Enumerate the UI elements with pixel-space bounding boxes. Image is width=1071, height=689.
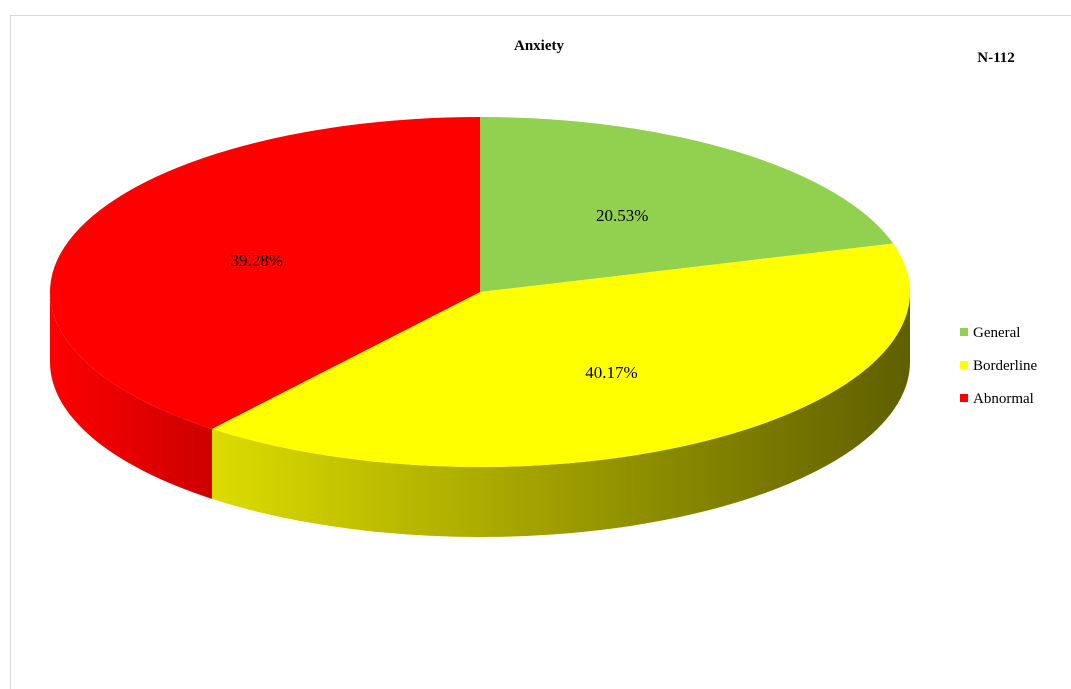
pie-side-walls: [50, 292, 911, 537]
data-label-borderline: 40.17%: [585, 363, 637, 382]
legend-label-abnormal: Abnormal: [973, 391, 1034, 407]
legend-label-borderline: Borderline: [973, 358, 1037, 374]
chart-title: Anxiety: [514, 38, 564, 54]
legend-label-general: General: [973, 325, 1020, 341]
legend-swatch-borderline: [960, 361, 968, 369]
pie-slice-borderline: [211, 243, 911, 468]
legend-swatch-abnormal: [960, 394, 968, 402]
data-label-abnormal: 39.28%: [231, 251, 283, 270]
pie-wall-abnormal: [50, 292, 212, 499]
pie-slices: [49, 117, 911, 468]
sample-size-label: N-112: [977, 50, 1015, 66]
legend: General Borderline Abnormal: [960, 325, 1037, 407]
data-label-general: 20.53%: [596, 206, 648, 225]
legend-swatch-general: [960, 328, 968, 336]
pie-wall-borderline: [211, 292, 911, 537]
pie-slice-general: [480, 117, 894, 292]
pie-slice-abnormal: [49, 117, 481, 429]
data-labels: 20.53% 40.17% 39.28%: [231, 206, 649, 382]
